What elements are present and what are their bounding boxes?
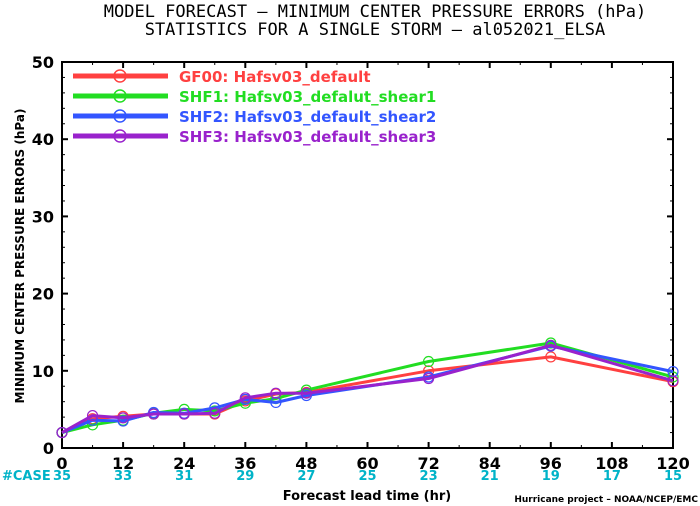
y-tick-label-0: 0 [43, 439, 54, 458]
series-3-point-1 [86, 409, 99, 422]
series-0-point-10 [545, 351, 557, 363]
y-tick-label-1: 10 [32, 362, 54, 381]
case-count-2: 31 [175, 469, 193, 484]
case-count-3: 29 [236, 469, 254, 484]
case-count-0: 35 [53, 469, 71, 484]
legend-label-0: GF00: Hafsv03_default [179, 68, 370, 86]
x-tick-label-5: 60 [356, 454, 378, 473]
series-2-point-2 [117, 415, 129, 427]
y-tick-label-4: 40 [32, 130, 54, 149]
case-count-7: 21 [481, 469, 499, 484]
case-count-10: 15 [664, 469, 682, 484]
y-axis-label: MINIMUM CENTER PRESSURE ERRORS (hPa) [13, 109, 27, 404]
case-count-6: 23 [420, 469, 438, 484]
series-1-point-11 [667, 371, 679, 383]
series-3-point-0 [56, 426, 68, 439]
chart-subtitle: STATISTICS FOR A SINGLE STORM – al052021… [145, 20, 606, 40]
legend-label-3: SHF3: Hafsv03_default_shear3 [179, 128, 436, 146]
series-line-0 [61, 355, 674, 434]
x-tick-label-6: 72 [417, 454, 439, 473]
x-tick-label-0: 0 [56, 454, 67, 473]
x-tick-label-3: 36 [234, 454, 256, 473]
x-tick-label-8: 96 [540, 454, 562, 473]
series-1-point-9 [423, 355, 435, 368]
case-count-4: 27 [297, 469, 315, 484]
case-count-8: 19 [542, 469, 560, 484]
case-count-5: 25 [358, 469, 376, 484]
series-3-point-2 [117, 412, 129, 424]
legend-marker-0 [113, 69, 127, 83]
legend-marker-1 [113, 89, 127, 103]
y-tick-label-2: 20 [32, 285, 54, 304]
series-3-point-8 [300, 387, 312, 399]
x-tick-label-2: 24 [173, 454, 195, 473]
legend-marker-3 [113, 129, 127, 143]
legend-label-1: SHF1: Hafsv03_defalut_shear1 [179, 88, 436, 106]
x-axis-label: Forecast lead time (hr) [283, 489, 451, 504]
x-tick-label-4: 48 [295, 454, 317, 473]
series-3-point-9 [423, 372, 435, 385]
series-3-point-5 [209, 407, 221, 419]
legend-marker-2 [113, 109, 127, 123]
x-tick-label-9: 108 [595, 454, 628, 473]
x-tick-label-1: 12 [112, 454, 134, 473]
series-3-point-7 [270, 387, 282, 399]
series-2-point-11 [667, 365, 679, 378]
chart-title: MODEL FORECAST – MINIMUM CENTER PRESSURE… [104, 2, 646, 22]
x-tick-label-7: 84 [479, 454, 501, 473]
series-3-point-6 [239, 392, 251, 404]
series-2-point-7 [270, 396, 282, 409]
y-tick-label-5: 50 [32, 53, 54, 72]
case-count-9: 17 [603, 469, 621, 484]
series-3-point-11 [667, 375, 679, 387]
series-3-point-4 [178, 408, 190, 420]
credit-text: Hurricane project – NOAA/NCEP/EMC [514, 495, 698, 505]
series-3-point-3 [148, 408, 160, 420]
series-3-point-10 [545, 339, 557, 351]
case-label: #CASE [2, 469, 51, 484]
x-tick-label-10: 120 [656, 454, 689, 473]
legend-label-2: SHF2: Hafsv03_default_shear2 [179, 108, 436, 126]
case-count-1: 33 [114, 469, 132, 484]
y-tick-label-3: 30 [32, 207, 54, 226]
